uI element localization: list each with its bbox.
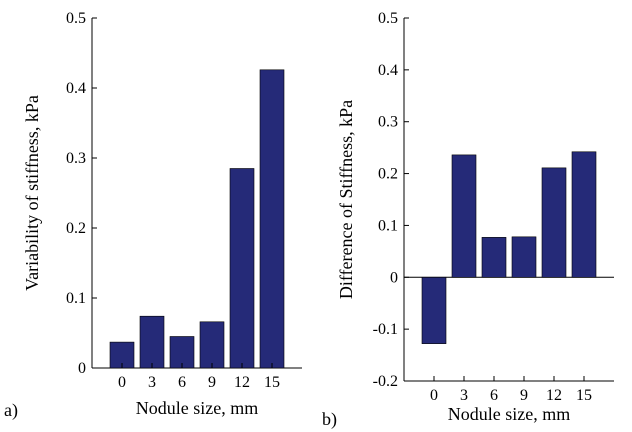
y-tick-label: 0 (78, 360, 86, 377)
x-tick-label: 0 (118, 374, 126, 391)
x-tick-label: 6 (490, 387, 498, 404)
y-tick-label: -0.1 (373, 321, 398, 338)
x-tick-label: 9 (208, 374, 216, 391)
y-tick-label: 0.3 (378, 114, 398, 131)
y-tick-label: 0 (390, 269, 398, 286)
bar-6 (169, 336, 195, 369)
panel-label: a) (4, 400, 18, 421)
bar-12 (541, 167, 567, 278)
y-tick-label: 0.5 (378, 10, 398, 27)
y-tick-label: -0.2 (373, 373, 398, 390)
x-tick-label: 15 (576, 387, 592, 404)
panel-label: b) (322, 409, 337, 430)
bar-6 (481, 237, 507, 278)
y-tick-label: 0.1 (378, 217, 398, 234)
y-axis-title: Difference of Stiffness, kPa (336, 100, 356, 299)
y-tick-label: 0.1 (66, 290, 86, 307)
y-tick-label: 0.2 (378, 166, 398, 183)
bar-9 (199, 321, 225, 369)
bar-3 (139, 315, 165, 369)
x-tick-label: 6 (178, 374, 186, 391)
y-tick-label: 0.4 (378, 62, 398, 79)
bar-0 (421, 276, 447, 344)
x-tick-label: 12 (234, 374, 250, 391)
y-tick-label: 0.5 (66, 10, 86, 27)
y-tick-label: 0.3 (66, 150, 86, 167)
x-tick-label: 12 (546, 387, 562, 404)
x-tick-label: 0 (430, 387, 438, 404)
bar-3 (451, 154, 477, 278)
x-tick-label: 3 (148, 374, 156, 391)
y-tick-label: 0.2 (66, 220, 86, 237)
chart-panel-a: 0 0.1 0.2 0.3 0.4 0.5 0 3 6 9 12 15 Nodule size, mm V… (4, 10, 302, 421)
x-axis-title: Nodule size, mm (136, 398, 258, 418)
x-axis-title: Nodule size, mm (448, 404, 570, 424)
bar-15 (571, 151, 597, 278)
bar-9 (511, 236, 537, 278)
x-tick-label: 3 (460, 387, 468, 404)
chart-panel-b: -0.2 -0.1 0 0.1 0.2 0.3 0.4 0.5 0 3 6 9 12 15 Nodule s… (322, 10, 614, 430)
y-tick-label: 0.4 (66, 80, 86, 97)
y-axis-title: Variability of stiffness, kPa (22, 95, 42, 291)
x-tick-label: 9 (520, 387, 528, 404)
bar-12 (229, 168, 255, 369)
x-tick-label: 15 (264, 374, 280, 391)
bar-15 (259, 69, 285, 369)
